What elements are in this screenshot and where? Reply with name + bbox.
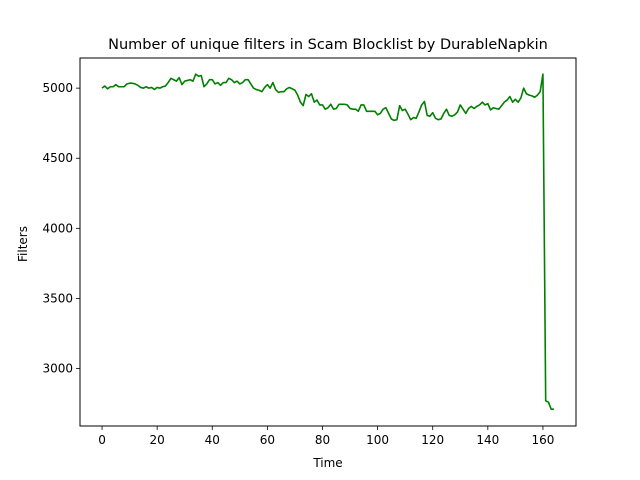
x-tick-label: 60 — [260, 433, 275, 447]
y-tick-label: 4500 — [42, 151, 73, 165]
y-tick-label: 4000 — [42, 221, 73, 235]
x-axis-label: Time — [312, 456, 342, 470]
y-axis-ticks: 3000 3500 4000 4500 5000 — [42, 81, 80, 376]
x-axis-ticks: 0 20 40 60 80 100 120 140 160 — [98, 426, 554, 447]
x-tick-label: 100 — [366, 433, 389, 447]
series-line — [101, 73, 554, 410]
x-tick-label: 120 — [421, 433, 444, 447]
plot-frame — [79, 57, 577, 427]
chart-title: Number of unique filters in Scam Blockli… — [108, 37, 548, 53]
x-tick-label: 80 — [315, 433, 330, 447]
x-tick-label: 140 — [476, 433, 499, 447]
x-tick-label: 20 — [150, 433, 165, 447]
x-tick-label: 160 — [531, 433, 554, 447]
x-tick-label: 0 — [98, 433, 106, 447]
y-tick-label: 3000 — [42, 362, 73, 376]
y-tick-label: 5000 — [42, 81, 73, 95]
y-axis-label: Filters — [16, 226, 30, 262]
y-tick-label: 3500 — [42, 291, 73, 305]
series-layer — [101, 73, 554, 410]
x-tick-label: 40 — [205, 433, 220, 447]
